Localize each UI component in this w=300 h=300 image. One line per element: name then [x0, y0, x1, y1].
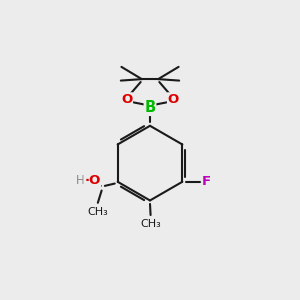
Text: ·O: ·O [84, 174, 101, 188]
Text: CH₃: CH₃ [140, 219, 161, 230]
Text: F: F [201, 175, 210, 188]
Text: O: O [121, 93, 132, 106]
Text: O: O [168, 93, 179, 106]
Text: B: B [144, 100, 156, 115]
Text: H: H [75, 174, 84, 188]
Text: CH₃: CH₃ [87, 207, 108, 217]
